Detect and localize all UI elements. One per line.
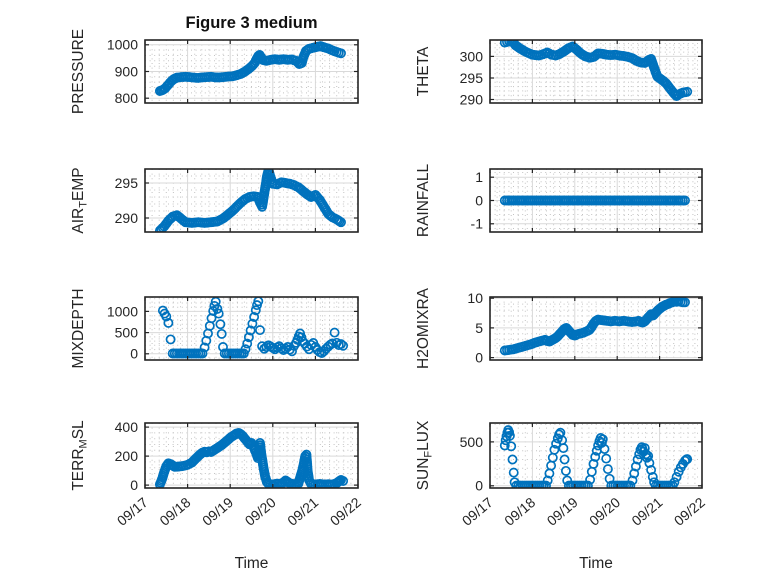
scatter-series [154, 169, 346, 232]
x-tick-label: 09/18 [501, 494, 538, 529]
x-tick-label: 09/18 [156, 494, 193, 529]
x-tick-label: 09/20 [586, 494, 623, 529]
y-tick-label: 295 [115, 175, 139, 191]
y-tick-label: 1000 [107, 303, 138, 319]
y-tick-label: -1 [471, 216, 484, 232]
x-tick-label: 09/22 [327, 494, 364, 529]
x-axis-label: Time [235, 555, 269, 572]
y-axis-label: THETA [415, 46, 432, 96]
scatter-series [499, 40, 693, 102]
y-tick-label: 295 [460, 70, 484, 86]
x-tick-label: 09/17 [459, 494, 496, 529]
y-axis-label: RAINFALL [415, 164, 432, 238]
y-tick-label: 200 [115, 448, 139, 464]
x-tick-label: 09/22 [671, 494, 708, 529]
y-tick-label: 1 [475, 169, 483, 185]
y-tick-label: 0 [475, 478, 483, 494]
subplot-h2omixra: 0 5 10 H2OMIXRA [415, 287, 703, 369]
x-tick-label: 09/21 [284, 494, 321, 529]
x-tick-label: 09/17 [114, 494, 151, 529]
scatter-series [154, 427, 349, 488]
y-tick-label: 0 [130, 477, 138, 493]
y-axis-label: MIXDEPTH [70, 288, 87, 368]
y-axis-label: H2OMIXRA [415, 287, 432, 369]
y-tick-label: 290 [460, 91, 484, 107]
subplot-air-temp: 290 295 AIRTEMP [70, 167, 359, 234]
y-tick-label: 1000 [107, 37, 138, 53]
scatter-series [154, 41, 346, 96]
y-tick-label: 290 [115, 210, 139, 226]
y-tick-label: 0 [130, 346, 138, 362]
y-tick-label: 10 [467, 290, 483, 306]
x-tick-label: 09/21 [628, 494, 665, 529]
y-axis-label: AIRTEMP [70, 167, 90, 233]
x-tick-label: 09/20 [242, 494, 279, 529]
subplot-mixdepth: 0 500 1000 MIXDEPTH [70, 288, 359, 369]
scatter-series [499, 425, 693, 488]
x-tick-label: 09/19 [199, 494, 236, 529]
scatter-series [499, 195, 690, 206]
subplot-terr-msl: 0 200 400 TERRMSL 09/17 09/18 09/19 09/20 09/21 0… [70, 419, 364, 572]
y-tick-label: 800 [115, 90, 139, 106]
subplot-pressure: 800 900 1000 PRESSURE Figure 3 medium [70, 14, 359, 114]
y-tick-label: 0 [475, 350, 483, 366]
y-tick-label: 300 [460, 48, 484, 64]
scatter-series [499, 297, 690, 356]
y-tick-label: 500 [460, 434, 484, 450]
scatter-series [157, 297, 349, 359]
y-tick-label: 400 [115, 419, 139, 435]
x-axis-label: Time [579, 555, 613, 572]
subplot-theta: 290 295 300 THETA [415, 39, 703, 107]
y-tick-label: 900 [115, 63, 139, 79]
y-tick-label: 5 [475, 320, 483, 336]
y-tick-label: 0 [475, 192, 483, 208]
subplot-sun-flux: 0 500 SUNFLUX 09/17 09/18 09/19 09/20 09/21 09/2… [415, 420, 708, 572]
y-axis-label: TERRMSL [70, 420, 90, 491]
figure-title: Figure 3 medium [185, 14, 317, 32]
y-axis-label: PRESSURE [70, 29, 87, 114]
x-tick-label: 09/19 [544, 494, 581, 529]
y-tick-label: 500 [115, 325, 139, 341]
subplot-rainfall: -1 0 1 RAINFALL [415, 164, 703, 238]
y-axis-label: SUNFLUX [415, 420, 435, 490]
